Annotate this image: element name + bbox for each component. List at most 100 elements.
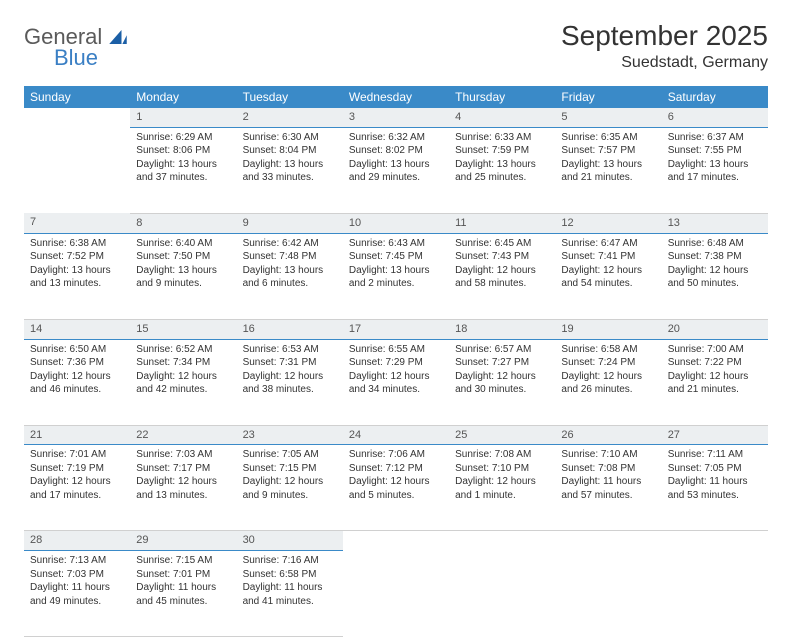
sunset-text: Sunset: 7:59 PM (455, 144, 549, 158)
sunrise-text: Sunrise: 7:08 AM (455, 448, 549, 462)
daylight-text: Daylight: 11 hours (668, 475, 762, 489)
daylight-text: and 2 minutes. (349, 277, 443, 291)
day-cell: Sunrise: 6:33 AMSunset: 7:59 PMDaylight:… (449, 127, 555, 213)
daylight-text: Daylight: 12 hours (30, 475, 124, 489)
sunset-text: Sunset: 7:34 PM (136, 356, 230, 370)
day-details: Sunrise: 6:35 AMSunset: 7:57 PMDaylight:… (555, 128, 661, 191)
day-cell: Sunrise: 6:53 AMSunset: 7:31 PMDaylight:… (237, 339, 343, 425)
sunrise-text: Sunrise: 6:29 AM (136, 131, 230, 145)
sunset-text: Sunset: 7:01 PM (136, 568, 230, 582)
day-number: 21 (24, 425, 130, 445)
header: General Blue September 2025 Suedstadt, G… (24, 20, 768, 72)
day-number: 4 (449, 108, 555, 127)
sunrise-text: Sunrise: 6:45 AM (455, 237, 549, 251)
daylight-text: Daylight: 12 hours (455, 264, 549, 278)
daylight-text: Daylight: 12 hours (136, 475, 230, 489)
daylight-text: and 49 minutes. (30, 595, 124, 609)
day-content-row: Sunrise: 6:38 AMSunset: 7:52 PMDaylight:… (24, 233, 768, 319)
daylight-text: Daylight: 12 hours (455, 475, 549, 489)
sail-icon (109, 30, 127, 44)
sunrise-text: Sunrise: 6:33 AM (455, 131, 549, 145)
day-number: 5 (555, 108, 661, 127)
weekday-header: Saturday (662, 86, 768, 108)
day-number (24, 108, 130, 127)
daylight-text: and 21 minutes. (561, 171, 655, 185)
day-number: 7 (24, 213, 130, 233)
day-details: Sunrise: 6:57 AMSunset: 7:27 PMDaylight:… (449, 340, 555, 403)
day-details: Sunrise: 7:10 AMSunset: 7:08 PMDaylight:… (555, 445, 661, 508)
day-details: Sunrise: 6:32 AMSunset: 8:02 PMDaylight:… (343, 128, 449, 191)
daylight-text: and 25 minutes. (455, 171, 549, 185)
day-number-row: 282930 (24, 531, 768, 551)
day-cell: Sunrise: 6:45 AMSunset: 7:43 PMDaylight:… (449, 233, 555, 319)
day-cell: Sunrise: 6:40 AMSunset: 7:50 PMDaylight:… (130, 233, 236, 319)
daylight-text: Daylight: 13 hours (136, 264, 230, 278)
sunrise-text: Sunrise: 6:35 AM (561, 131, 655, 145)
day-number: 1 (130, 108, 236, 127)
daylight-text: Daylight: 13 hours (561, 158, 655, 172)
day-cell (662, 551, 768, 637)
daylight-text: Daylight: 11 hours (30, 581, 124, 595)
day-cell: Sunrise: 7:06 AMSunset: 7:12 PMDaylight:… (343, 445, 449, 531)
sunset-text: Sunset: 7:38 PM (668, 250, 762, 264)
day-number: 28 (24, 531, 130, 551)
sunrise-text: Sunrise: 6:37 AM (668, 131, 762, 145)
day-number: 15 (130, 319, 236, 339)
day-details: Sunrise: 6:58 AMSunset: 7:24 PMDaylight:… (555, 340, 661, 403)
sunset-text: Sunset: 7:29 PM (349, 356, 443, 370)
sunset-text: Sunset: 7:27 PM (455, 356, 549, 370)
day-number: 6 (662, 108, 768, 127)
day-cell: Sunrise: 7:16 AMSunset: 6:58 PMDaylight:… (237, 551, 343, 637)
sunrise-text: Sunrise: 6:40 AM (136, 237, 230, 251)
daylight-text: and 33 minutes. (243, 171, 337, 185)
day-details: Sunrise: 7:01 AMSunset: 7:19 PMDaylight:… (24, 445, 130, 508)
sunset-text: Sunset: 7:48 PM (243, 250, 337, 264)
weekday-header: Wednesday (343, 86, 449, 108)
daylight-text: and 13 minutes. (30, 277, 124, 291)
sunrise-text: Sunrise: 7:01 AM (30, 448, 124, 462)
sunrise-text: Sunrise: 6:30 AM (243, 131, 337, 145)
daylight-text: Daylight: 12 hours (668, 264, 762, 278)
day-content-row: Sunrise: 6:29 AMSunset: 8:06 PMDaylight:… (24, 127, 768, 213)
day-cell: Sunrise: 6:32 AMSunset: 8:02 PMDaylight:… (343, 127, 449, 213)
day-number: 10 (343, 213, 449, 233)
day-details: Sunrise: 7:08 AMSunset: 7:10 PMDaylight:… (449, 445, 555, 508)
day-number: 23 (237, 425, 343, 445)
daylight-text: and 53 minutes. (668, 489, 762, 503)
sunrise-text: Sunrise: 7:05 AM (243, 448, 337, 462)
day-content-row: Sunrise: 6:50 AMSunset: 7:36 PMDaylight:… (24, 339, 768, 425)
day-cell: Sunrise: 7:15 AMSunset: 7:01 PMDaylight:… (130, 551, 236, 637)
day-cell: Sunrise: 6:43 AMSunset: 7:45 PMDaylight:… (343, 233, 449, 319)
day-number: 9 (237, 213, 343, 233)
day-details: Sunrise: 6:40 AMSunset: 7:50 PMDaylight:… (130, 234, 236, 297)
day-details: Sunrise: 7:00 AMSunset: 7:22 PMDaylight:… (662, 340, 768, 403)
daylight-text: and 9 minutes. (136, 277, 230, 291)
day-details: Sunrise: 6:38 AMSunset: 7:52 PMDaylight:… (24, 234, 130, 297)
daylight-text: and 34 minutes. (349, 383, 443, 397)
day-cell: Sunrise: 7:03 AMSunset: 7:17 PMDaylight:… (130, 445, 236, 531)
sunrise-text: Sunrise: 7:15 AM (136, 554, 230, 568)
day-details: Sunrise: 7:16 AMSunset: 6:58 PMDaylight:… (237, 551, 343, 614)
day-content-row: Sunrise: 7:01 AMSunset: 7:19 PMDaylight:… (24, 445, 768, 531)
month-title: September 2025 (561, 20, 768, 52)
day-details: Sunrise: 6:55 AMSunset: 7:29 PMDaylight:… (343, 340, 449, 403)
day-details: Sunrise: 6:43 AMSunset: 7:45 PMDaylight:… (343, 234, 449, 297)
day-cell (24, 127, 130, 213)
day-details: Sunrise: 6:30 AMSunset: 8:04 PMDaylight:… (237, 128, 343, 191)
day-number: 25 (449, 425, 555, 445)
daylight-text: and 26 minutes. (561, 383, 655, 397)
day-number: 14 (24, 319, 130, 339)
daylight-text: and 9 minutes. (243, 489, 337, 503)
day-cell: Sunrise: 7:05 AMSunset: 7:15 PMDaylight:… (237, 445, 343, 531)
sunrise-text: Sunrise: 7:03 AM (136, 448, 230, 462)
day-number: 24 (343, 425, 449, 445)
sunset-text: Sunset: 7:31 PM (243, 356, 337, 370)
day-details: Sunrise: 7:11 AMSunset: 7:05 PMDaylight:… (662, 445, 768, 508)
sunset-text: Sunset: 7:41 PM (561, 250, 655, 264)
day-number: 30 (237, 531, 343, 551)
sunset-text: Sunset: 7:10 PM (455, 462, 549, 476)
logo: General Blue (24, 26, 127, 69)
sunrise-text: Sunrise: 7:13 AM (30, 554, 124, 568)
day-number: 11 (449, 213, 555, 233)
daylight-text: and 37 minutes. (136, 171, 230, 185)
